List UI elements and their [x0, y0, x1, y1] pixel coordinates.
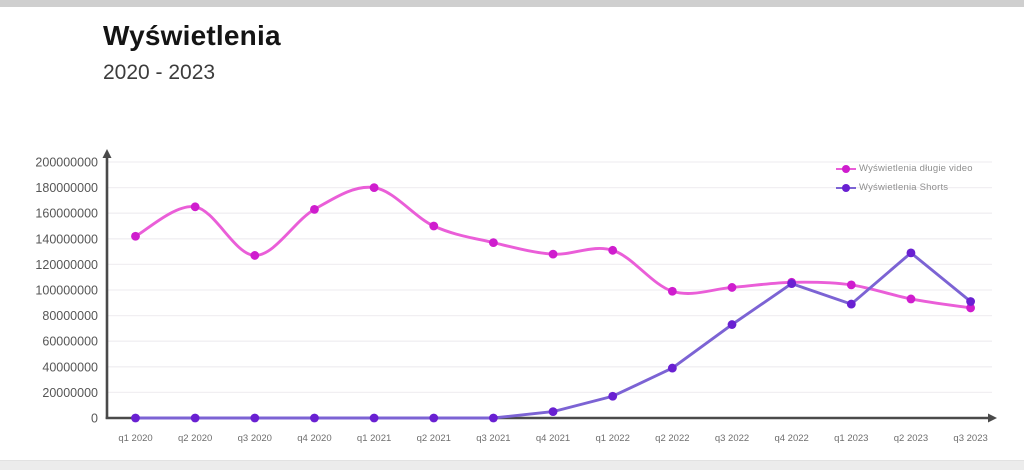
- x-tick-label: q2 2020: [178, 433, 212, 444]
- x-tick-label: q3 2020: [238, 433, 272, 444]
- data-point: [906, 248, 916, 258]
- y-tick-label: 200000000: [35, 156, 98, 170]
- data-point: [429, 413, 439, 423]
- data-point: [787, 279, 797, 288]
- data-point: [190, 202, 200, 212]
- x-tick-label: q1 2020: [118, 433, 152, 444]
- data-point: [489, 238, 498, 248]
- data-point: [250, 251, 260, 260]
- x-tick-label: q3 2022: [715, 433, 749, 444]
- x-tick-label: q4 2021: [536, 433, 570, 444]
- line-dot-marker-icon: [836, 164, 856, 174]
- top-border-strip: [0, 0, 1024, 7]
- y-tick-label: 80000000: [42, 309, 98, 323]
- x-tick-label: q2 2022: [655, 433, 689, 444]
- legend-label-shorts: Wyświetlenia Shorts: [859, 182, 949, 193]
- x-tick-label: q3 2021: [476, 433, 510, 444]
- legend-label-long-video: Wyświetlenia długie video: [859, 163, 973, 174]
- data-point: [548, 249, 558, 259]
- data-point: [369, 413, 379, 423]
- x-tick-label: q1 2022: [596, 433, 630, 444]
- x-tick-label: q2 2021: [417, 433, 451, 444]
- x-tick-label: q4 2020: [297, 433, 331, 444]
- data-point: [966, 297, 975, 306]
- data-point: [429, 221, 439, 231]
- x-tick-label: q1 2023: [834, 433, 868, 444]
- data-point: [906, 294, 916, 304]
- line-dot-marker-icon: [836, 183, 856, 193]
- page-title: Wyświetlenia: [103, 20, 281, 51]
- chart-legend: Wyświetlenia długie video Wyświetlenia S…: [836, 159, 973, 197]
- data-point: [608, 391, 618, 401]
- data-point: [131, 231, 140, 241]
- data-point: [190, 413, 200, 423]
- x-tick-label: q3 2023: [953, 433, 987, 444]
- data-point: [846, 280, 856, 290]
- y-tick-label: 160000000: [35, 207, 98, 221]
- y-tick-label: 180000000: [35, 181, 98, 195]
- data-point: [966, 303, 975, 313]
- data-point: [727, 320, 737, 329]
- data-point: [489, 413, 498, 423]
- y-tick-label: 0: [91, 412, 98, 426]
- x-tick-label: q2 2023: [894, 433, 928, 444]
- data-point: [310, 204, 319, 214]
- data-point: [667, 286, 677, 296]
- data-point: [667, 363, 677, 373]
- chart-header: Wyświetlenia 2020 - 2023: [103, 20, 281, 85]
- y-tick-label: 60000000: [42, 335, 98, 349]
- x-axis-arrow-icon: [988, 413, 997, 423]
- x-tick-label: q4 2022: [774, 433, 808, 444]
- data-point: [131, 413, 140, 423]
- data-point: [727, 283, 737, 292]
- data-point: [310, 413, 319, 423]
- data-point: [250, 413, 260, 423]
- bottom-border-strip: [0, 460, 1024, 470]
- data-point: [548, 407, 558, 416]
- legend-item-shorts: Wyświetlenia Shorts: [836, 178, 973, 197]
- y-tick-label: 120000000: [35, 258, 98, 272]
- y-tick-label: 20000000: [42, 386, 98, 400]
- y-tick-label: 140000000: [35, 232, 98, 246]
- data-point: [608, 245, 618, 255]
- y-tick-label: 100000000: [35, 284, 98, 298]
- series-line-1: [135, 251, 972, 420]
- y-axis-arrow-icon: [102, 149, 112, 158]
- y-tick-label: 40000000: [42, 360, 98, 374]
- data-point: [846, 299, 856, 309]
- page-subtitle: 2020 - 2023: [103, 61, 216, 84]
- x-tick-label: q1 2021: [357, 433, 391, 444]
- legend-item-long-video: Wyświetlenia długie video: [836, 159, 973, 178]
- data-point: [369, 183, 379, 193]
